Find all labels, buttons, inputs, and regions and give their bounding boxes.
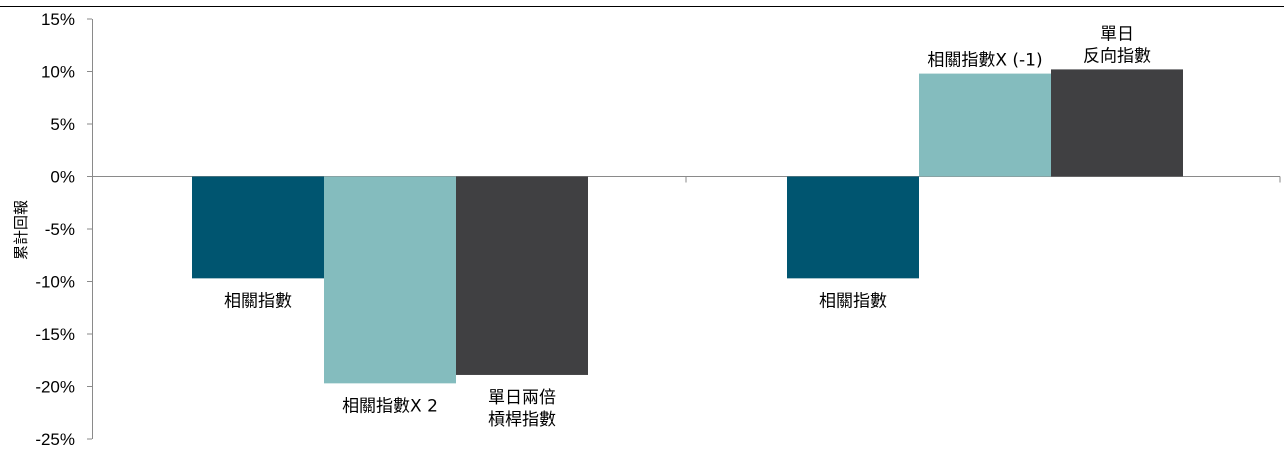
y-tick-label: -20% <box>35 378 75 397</box>
y-tick-label: 5% <box>50 115 75 134</box>
y-tick-label: -25% <box>35 430 75 449</box>
bar-label: 相關指數 <box>819 291 887 311</box>
bar <box>192 176 324 279</box>
bar-label: 單日兩倍 <box>488 388 556 408</box>
y-tick-label: 15% <box>41 10 75 29</box>
y-tick-label: -10% <box>35 273 75 292</box>
bar-label: 相關指數X 2 <box>342 396 438 416</box>
bar-label: 相關指數 <box>224 291 292 311</box>
y-tick-label: -15% <box>35 325 75 344</box>
bar <box>919 73 1051 177</box>
y-tick-label: -5% <box>45 220 75 239</box>
bar-label: 反向指數 <box>1083 46 1151 66</box>
bar-label: 單日 <box>1100 24 1134 44</box>
bar <box>787 176 919 279</box>
y-axis-title: 累計回報 <box>12 200 30 260</box>
bar-label: 相關指數X (-1) <box>927 51 1042 71</box>
y-tick-label: 0% <box>50 168 75 187</box>
bar <box>324 176 456 384</box>
bar <box>456 176 588 375</box>
bar <box>1051 69 1183 177</box>
bar-label: 槓桿指數 <box>488 410 556 430</box>
y-tick-label: 10% <box>41 63 75 82</box>
